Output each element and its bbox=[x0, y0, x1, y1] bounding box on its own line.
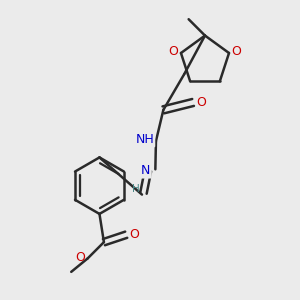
Text: O: O bbox=[76, 251, 85, 264]
Text: H: H bbox=[132, 184, 139, 194]
Text: O: O bbox=[169, 45, 178, 58]
Text: NH: NH bbox=[135, 133, 154, 146]
Text: O: O bbox=[129, 228, 139, 241]
Text: N: N bbox=[141, 164, 151, 177]
Text: O: O bbox=[232, 45, 242, 58]
Text: O: O bbox=[196, 96, 206, 109]
